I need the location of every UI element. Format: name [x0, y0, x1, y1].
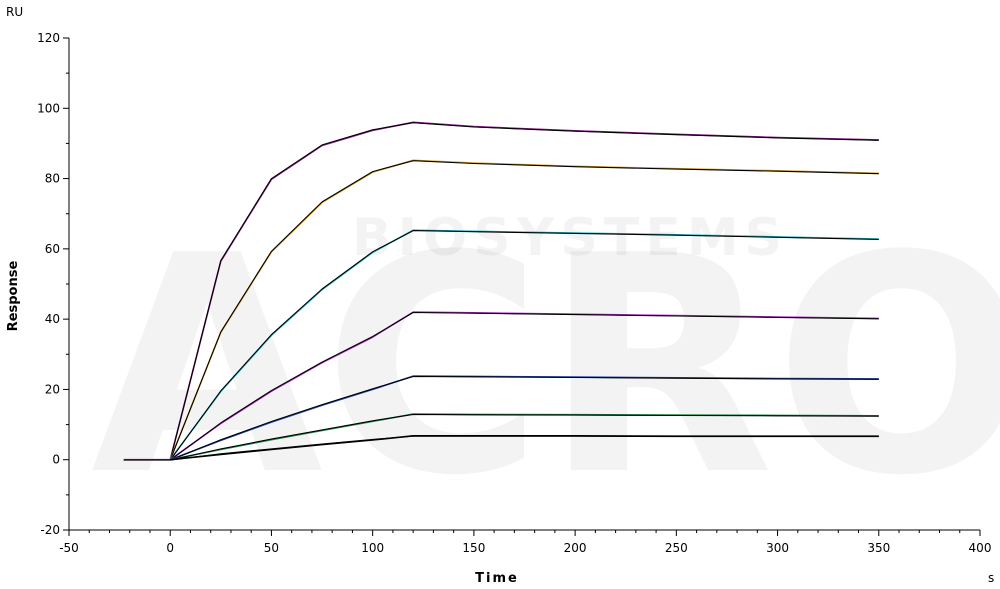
series-group [169, 375, 879, 461]
watermark: ACROBIOSYSTEMS [91, 192, 1000, 541]
x-axis-title: Time [475, 571, 519, 586]
fit-line [170, 413, 879, 461]
x-tick-label: 350 [867, 541, 890, 555]
y-tick-label: 120 [37, 31, 60, 45]
fit-line [170, 435, 879, 461]
series-group [169, 159, 879, 461]
watermark-text-small: BIOSYSTEMS [352, 208, 788, 268]
y-axis-title: Response [6, 261, 21, 332]
x-tick-label: 250 [665, 541, 688, 555]
y-tick-label: 40 [45, 312, 60, 326]
x-tick-label: -50 [59, 541, 79, 555]
y-tick-label: 80 [45, 172, 60, 186]
x-tick-label: 50 [264, 541, 279, 555]
y-tick-label: 60 [45, 242, 60, 256]
y-unit-label: RU [6, 5, 23, 19]
series-group [170, 413, 879, 461]
y-tick-label: 100 [37, 101, 60, 115]
x-tick-label: 150 [462, 541, 485, 555]
series-group [169, 229, 879, 461]
fit-line [169, 230, 879, 461]
y-tick-label: -20 [40, 523, 60, 537]
y-tick-label: 0 [52, 453, 60, 467]
series-layer [123, 121, 879, 461]
fit-line [169, 375, 879, 461]
series-group [169, 311, 879, 461]
x-tick-label: 100 [361, 541, 384, 555]
x-tick-label: 300 [766, 541, 789, 555]
series-group [123, 121, 879, 461]
fit-line [123, 122, 879, 461]
x-tick-label: 200 [564, 541, 587, 555]
ticks: -20 0 20 40 60 80 100 120 -50 0 50 100 150 200 250 300 3… [37, 31, 991, 555]
x-unit-label: s [988, 571, 994, 585]
fit-line [169, 311, 879, 461]
y-tick-label: 20 [45, 382, 60, 396]
series-group [170, 434, 879, 461]
x-tick-label: 0 [166, 541, 174, 555]
x-tick-label: 400 [969, 541, 992, 555]
fit-line [169, 160, 879, 461]
